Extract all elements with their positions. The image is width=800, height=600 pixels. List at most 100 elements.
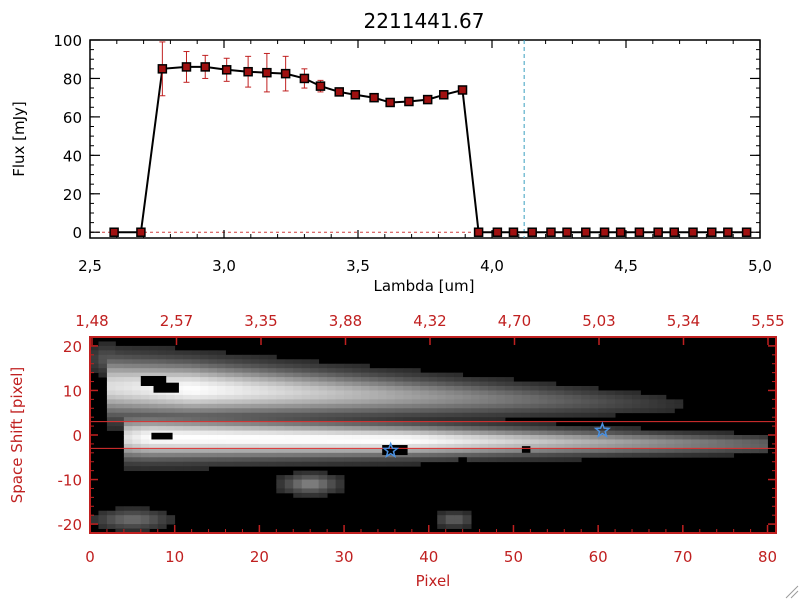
heatmap-cell xyxy=(547,430,557,436)
heatmap-cell xyxy=(276,359,286,365)
heatmap-cell xyxy=(547,443,557,449)
heatmap-cell xyxy=(530,390,540,396)
heatmap-cell xyxy=(284,484,294,489)
heatmap-cell xyxy=(335,403,345,409)
heatmap-image xyxy=(90,337,776,534)
heatmap-cell xyxy=(174,457,184,463)
heatmap-cell xyxy=(267,390,277,396)
heatmap-cell xyxy=(454,390,464,396)
heatmap-cell xyxy=(276,363,286,369)
heatmap-cell xyxy=(327,399,337,405)
heatmap-cell xyxy=(115,354,125,360)
heatmap-cell xyxy=(132,421,142,427)
heatmap-cell xyxy=(174,394,184,400)
heatmap-cell xyxy=(335,430,345,436)
heatmap-cell xyxy=(369,421,379,427)
heatmap-cell xyxy=(200,372,209,378)
heatmap-cell xyxy=(183,390,193,396)
heatmap-cell xyxy=(344,372,353,378)
heatmap-cell xyxy=(335,421,345,427)
heatmap-cell xyxy=(115,368,125,374)
heatmap-cell xyxy=(293,488,303,494)
heatmap-cell xyxy=(250,412,260,418)
heatmap-cell xyxy=(132,368,142,374)
heatmap-cell xyxy=(166,412,176,418)
heatmap-cell xyxy=(327,377,337,382)
heatmap-cell xyxy=(166,350,176,356)
heatmap-cell xyxy=(191,359,201,365)
heatmap-cell xyxy=(233,394,243,400)
heatmap-cell xyxy=(310,484,320,489)
heatmap-cell xyxy=(665,435,675,440)
heatmap-cell xyxy=(115,528,125,534)
heatmap-cell xyxy=(191,461,201,467)
heatmap-cell xyxy=(344,363,353,369)
heatmap-cell xyxy=(183,408,193,414)
heatmap-cell xyxy=(428,457,438,463)
heatmap-cell xyxy=(759,443,768,449)
y-tick-label: 10 xyxy=(63,382,82,400)
heatmap-cell xyxy=(310,457,320,463)
data-point xyxy=(473,227,484,237)
heatmap-cell xyxy=(589,408,599,414)
heatmap-cell xyxy=(183,354,193,360)
heatmap-cell xyxy=(106,359,116,365)
heatmap-cell xyxy=(361,368,370,374)
heatmap-cell xyxy=(411,390,421,396)
heatmap-cell xyxy=(598,435,608,440)
heatmap-cell xyxy=(174,426,184,431)
heatmap-cell xyxy=(318,484,328,489)
heatmap-cell xyxy=(327,390,337,396)
heatmap-cell xyxy=(310,435,320,440)
heatmap-cell xyxy=(123,368,133,374)
heatmap-cell xyxy=(208,350,218,356)
heatmap-cell xyxy=(132,394,142,400)
heatmap-cell xyxy=(123,386,133,391)
heatmap-cell xyxy=(555,408,565,414)
heatmap-cell xyxy=(242,372,252,378)
heatmap-cell xyxy=(538,443,548,449)
heatmap-cell xyxy=(123,510,133,516)
heatmap-cell xyxy=(250,368,260,374)
heatmap-cell xyxy=(123,390,133,396)
heatmap-cell xyxy=(225,359,235,365)
heatmap-cell xyxy=(123,421,133,427)
heatmap-cell xyxy=(335,399,345,405)
heatmap-cell xyxy=(504,399,514,405)
heatmap-cell xyxy=(242,452,252,458)
heatmap-cell xyxy=(521,426,531,431)
heatmap-cell xyxy=(521,399,531,405)
heatmap-cell xyxy=(598,403,608,409)
heatmap-cell xyxy=(538,386,548,391)
heatmap-cell xyxy=(174,377,184,382)
heatmap-cell xyxy=(623,439,633,445)
heatmap-cell xyxy=(183,426,193,431)
heatmap-cell xyxy=(140,345,150,351)
heatmap-cell xyxy=(157,412,167,418)
heatmap-cell xyxy=(496,403,506,409)
heatmap-cell xyxy=(411,461,421,467)
heatmap-cell xyxy=(488,457,497,463)
heatmap-cell xyxy=(132,430,142,436)
heatmap-cell xyxy=(191,368,201,374)
heatmap-cell xyxy=(157,399,167,405)
heatmap-cell xyxy=(403,412,413,418)
heatmap-cell xyxy=(327,403,337,409)
heatmap-cell xyxy=(149,390,159,396)
resize-grip-icon[interactable] xyxy=(785,585,799,599)
heatmap-cell xyxy=(318,390,328,396)
heatmap-cell xyxy=(250,461,260,467)
heatmap-cell xyxy=(462,408,472,414)
heatmap-cell xyxy=(521,403,531,409)
heatmap-cell xyxy=(555,386,565,391)
heatmap-cell xyxy=(174,403,184,409)
heatmap-cell xyxy=(437,394,447,400)
heatmap-cell xyxy=(606,439,616,445)
top-tick-label: 3,88 xyxy=(329,312,362,330)
heatmap-cell xyxy=(284,377,294,382)
heatmap-cell xyxy=(462,443,472,449)
heatmap-cell xyxy=(674,439,684,445)
heatmap-cell xyxy=(335,435,345,440)
heatmap-cell xyxy=(572,443,582,449)
heatmap-cell xyxy=(394,421,404,427)
